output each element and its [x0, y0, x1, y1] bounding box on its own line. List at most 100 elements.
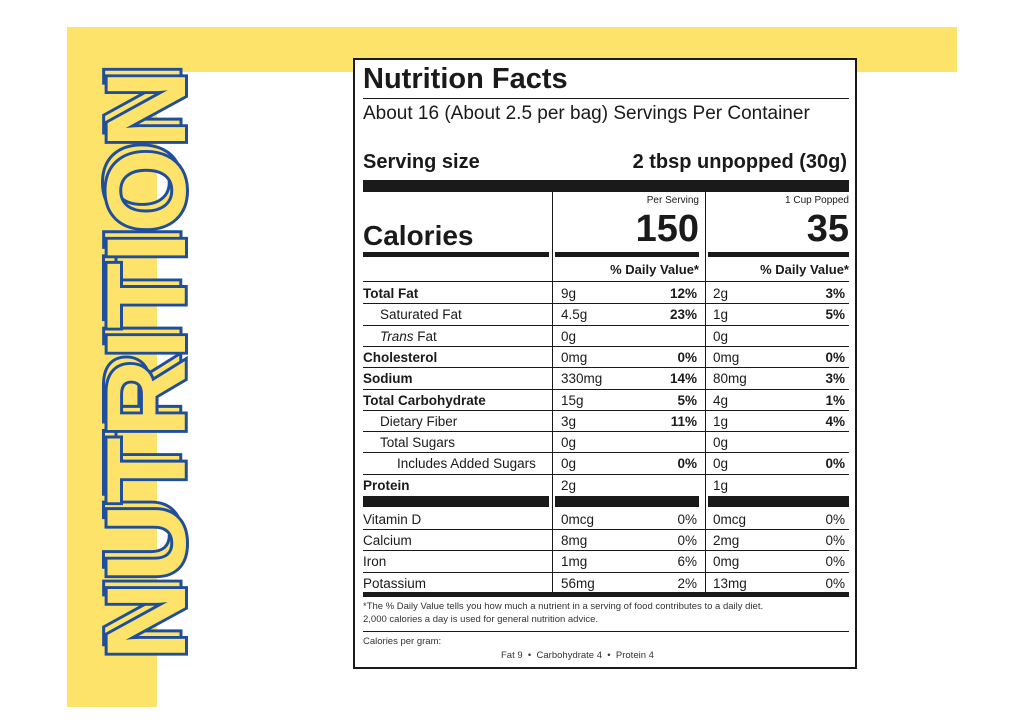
nutrient-amount-1: 15g: [561, 392, 584, 408]
calories-bar-3: [708, 252, 849, 257]
nutrient-amount-2: 1g: [713, 307, 729, 323]
vitamin-name: Iron: [363, 554, 387, 570]
vitamin-amount-1: 0mcg: [561, 512, 595, 527]
nutrient-amount-1: 3g: [561, 413, 577, 429]
nutrient-amount-1: 0g: [561, 435, 577, 451]
nutrient-amount-2: 0mg: [713, 349, 740, 365]
column-divider-2: [705, 192, 706, 592]
footnote-line-1: *The % Daily Value tells you how much a …: [363, 601, 764, 612]
vitamin-percent-2: 0%: [825, 512, 845, 527]
nutrient-amount-2: 0g: [713, 328, 729, 344]
nutrient-amount-1: 0mg: [561, 349, 588, 365]
nutrient-name: Total Fat: [363, 286, 419, 301]
row-divider: [363, 571, 849, 573]
side-title-main: NUTRITION: [97, 70, 209, 660]
vitamin-amount-2: 0mcg: [713, 512, 747, 527]
row-divider: [363, 409, 849, 411]
nutrient-amount-2: 0g: [713, 456, 729, 472]
vitamin-name: Potassium: [363, 575, 427, 591]
nutrient-amount-2: 80mg: [713, 371, 747, 387]
nutrient-amount-2: 1g: [713, 477, 729, 493]
vitamin-amount-2: 13mg: [713, 575, 747, 591]
vitamin-amount-1: 8mg: [561, 533, 588, 549]
footer-bar: [363, 592, 849, 597]
nutrient-percent-2: 4%: [825, 413, 845, 429]
column-divider-1: [552, 192, 553, 592]
nutrition-facts-label: Nutrition Facts About 16 (About 2.5 per …: [353, 58, 857, 669]
nutrient-amount-2: 0g: [713, 435, 729, 451]
vitamin-amount-1: 56mg: [561, 575, 595, 591]
nutrient-amount-2: 2g: [713, 286, 729, 301]
calories-per-gram-values: Fat 9 • Carbohydrate 4 • Protein 4: [501, 650, 654, 661]
protein-bar-3: [708, 496, 849, 507]
nutrient-amount-1: 4.5g: [561, 307, 588, 323]
nutrient-name: Protein: [363, 477, 410, 493]
nutrient-percent-1: 5%: [677, 392, 697, 408]
serving-size-value: 2 tbsp unpopped (30g): [632, 151, 847, 173]
nutrient-percent-1: 11%: [670, 413, 697, 429]
row-divider: [363, 324, 849, 326]
row-divider: [363, 550, 849, 552]
vitamin-percent-1: 0%: [677, 512, 697, 527]
nutrient-percent-2: 3%: [825, 286, 845, 301]
vitamin-name: Calcium: [363, 533, 412, 549]
col1-header: Per Serving: [646, 195, 699, 206]
row-divider: [363, 431, 849, 433]
servings-per-container: About 16 (About 2.5 per bag) Servings Pe…: [363, 103, 810, 124]
footnote-line-2: 2,000 calories a day is used for general…: [363, 614, 598, 625]
vitamin-percent-2: 0%: [825, 575, 845, 591]
thick-divider: [363, 180, 849, 192]
col2-header: 1 Cup Popped: [785, 195, 849, 206]
nutrient-amount-2: 4g: [713, 392, 729, 408]
nutrient-amount-1: 2g: [561, 477, 577, 493]
nutrient-percent-2: 5%: [825, 307, 845, 323]
nutrient-amount-1: 0g: [561, 328, 577, 344]
protein-bar-2: [555, 496, 699, 507]
vitamin-amount-2: 0mg: [713, 554, 740, 570]
vitamin-percent-2: 0%: [825, 533, 845, 549]
nutrient-name: Trans Fat: [380, 328, 437, 344]
nutrient-percent-2: 1%: [825, 392, 845, 408]
nutrient-percent-1: 0%: [677, 349, 697, 365]
row-divider: [363, 452, 849, 454]
row-divider: [363, 388, 849, 390]
row-divider: [363, 345, 849, 347]
nutrient-percent-2: 3%: [825, 371, 845, 387]
nutrient-percent-2: 0%: [825, 349, 845, 365]
nutrient-percent-1: 14%: [669, 371, 697, 387]
side-title-shadow: NUTRITION: [97, 65, 205, 652]
nutrient-percent-1: 12%: [669, 286, 697, 301]
nutrient-name: Cholesterol: [363, 349, 438, 365]
col2-calories: 35: [806, 208, 849, 250]
nutrient-percent-1: 0%: [677, 456, 697, 472]
nutrient-name: Saturated Fat: [380, 307, 462, 323]
vitamin-amount-1: 1mg: [561, 554, 588, 570]
row-divider: [363, 367, 849, 369]
divider: [363, 281, 849, 282]
nutrient-amount-1: 0g: [561, 456, 577, 472]
calories-bar-1: [363, 252, 549, 257]
row-divider: [363, 529, 849, 531]
nutrient-amount-1: 9g: [561, 286, 577, 301]
calories-bar-2: [555, 252, 699, 257]
vitamin-percent-1: 6%: [677, 554, 697, 570]
row-divider: [363, 473, 849, 475]
divider: [363, 631, 849, 632]
row-divider: [363, 303, 849, 305]
col1-calories: 150: [635, 208, 699, 250]
nutrient-amount-1: 330mg: [561, 371, 603, 387]
protein-bar-1: [363, 496, 549, 507]
vitamin-percent-2: 0%: [825, 554, 845, 570]
nutrient-percent-2: 0%: [825, 456, 845, 472]
vitamin-percent-1: 0%: [677, 533, 697, 549]
side-title: NUTRITION NUTRITION: [97, 65, 257, 660]
divider: [363, 98, 849, 99]
vitamin-amount-2: 2mg: [713, 533, 740, 549]
calories-per-gram-label: Calories per gram:: [363, 636, 442, 647]
serving-size-label: Serving size: [363, 151, 480, 173]
nutrient-name: Total Carbohydrate: [363, 392, 486, 408]
vitamin-name: Vitamin D: [363, 512, 422, 527]
calories-label: Calories: [363, 220, 474, 251]
col1-dv-header: % Daily Value*: [610, 262, 699, 277]
nutrient-name: Total Sugars: [380, 435, 456, 451]
